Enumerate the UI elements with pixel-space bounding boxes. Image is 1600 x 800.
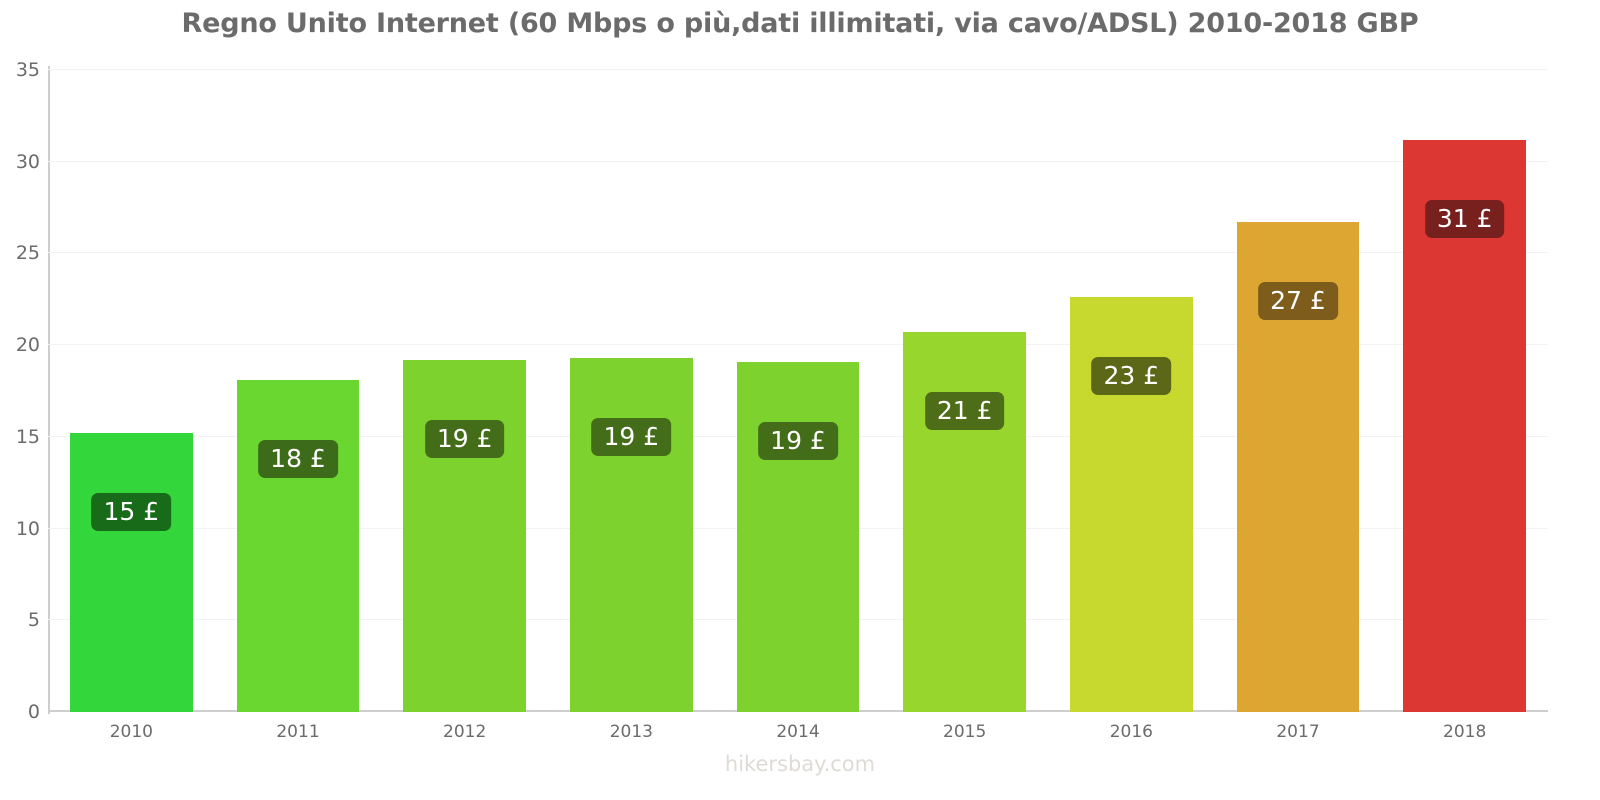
y-axis-tick-label: 10 (15, 517, 40, 540)
x-axis-tick-label: 2014 (776, 722, 820, 742)
x-axis-tick-label: 2015 (943, 722, 987, 742)
x-axis-tick-label: 2018 (1443, 722, 1487, 742)
watermark-hikersbay: hikersbay.com (724, 752, 876, 776)
bar-value-label: 23 £ (1091, 357, 1172, 396)
bar-value-label: 21 £ (924, 392, 1005, 431)
x-axis-tick-label: 2013 (609, 722, 653, 742)
y-axis-tick-label: 35 (15, 59, 40, 81)
y-axis-tick-label: 25 (15, 242, 40, 265)
x-axis-tick-label: 2012 (443, 722, 487, 742)
x-axis-tick-label: 2016 (1109, 722, 1153, 742)
bar-value-label: 19 £ (591, 417, 672, 456)
bar-2010[interactable]: 15 £ (70, 433, 193, 712)
gridline (48, 69, 1548, 70)
gridline (48, 160, 1548, 162)
x-axis-tick-label: 2010 (109, 722, 153, 742)
x-axis-tick-label: 2017 (1276, 722, 1320, 742)
gridline (48, 252, 1548, 254)
bar-2016[interactable]: 23 £ (1070, 297, 1193, 712)
x-axis-tick-label: 2011 (276, 722, 320, 742)
gridline (48, 344, 1548, 346)
y-axis-line (48, 66, 50, 714)
bar-2012[interactable]: 19 £ (403, 359, 526, 712)
bar-2017[interactable]: 27 £ (1236, 222, 1360, 712)
bar-2018[interactable]: 31 £ (1403, 139, 1526, 712)
y-axis-tick-label: 15 (15, 425, 40, 448)
bar-2014[interactable]: 19 £ (736, 361, 860, 712)
bar-value-label: 31 £ (1424, 199, 1505, 238)
y-axis-tick-label: 30 (15, 150, 40, 173)
bar-value-label: 19 £ (424, 419, 505, 458)
chart-title: Regno Unito Internet (60 Mbps o più,dati… (181, 8, 1419, 39)
bar-value-label: 15 £ (91, 493, 172, 532)
x-axis-tick-labels: 2010 2011 2012 2013 2014 2015 2016 2017 2018 (48, 714, 1548, 754)
plot-area: 15 £ 18 £ 19 £ 19 £ 19 £ 21 £ 23 £ 27 £ 31 £ (48, 69, 1548, 712)
bar-value-label: 19 £ (758, 421, 838, 460)
y-axis-tick-label: 5 (27, 609, 40, 632)
bar-2013[interactable]: 19 £ (570, 357, 693, 712)
y-axis-tick-label: 20 (15, 334, 40, 357)
bar-value-label: 27 £ (1258, 282, 1338, 321)
y-axis-tick-label: 0 (27, 701, 40, 723)
bar-value-label: 18 £ (258, 440, 338, 478)
y-axis-tick-labels: 0 5 10 15 20 25 30 35 (0, 59, 40, 723)
bar-2015[interactable]: 21 £ (903, 332, 1026, 712)
bar-2011[interactable]: 18 £ (236, 380, 360, 712)
